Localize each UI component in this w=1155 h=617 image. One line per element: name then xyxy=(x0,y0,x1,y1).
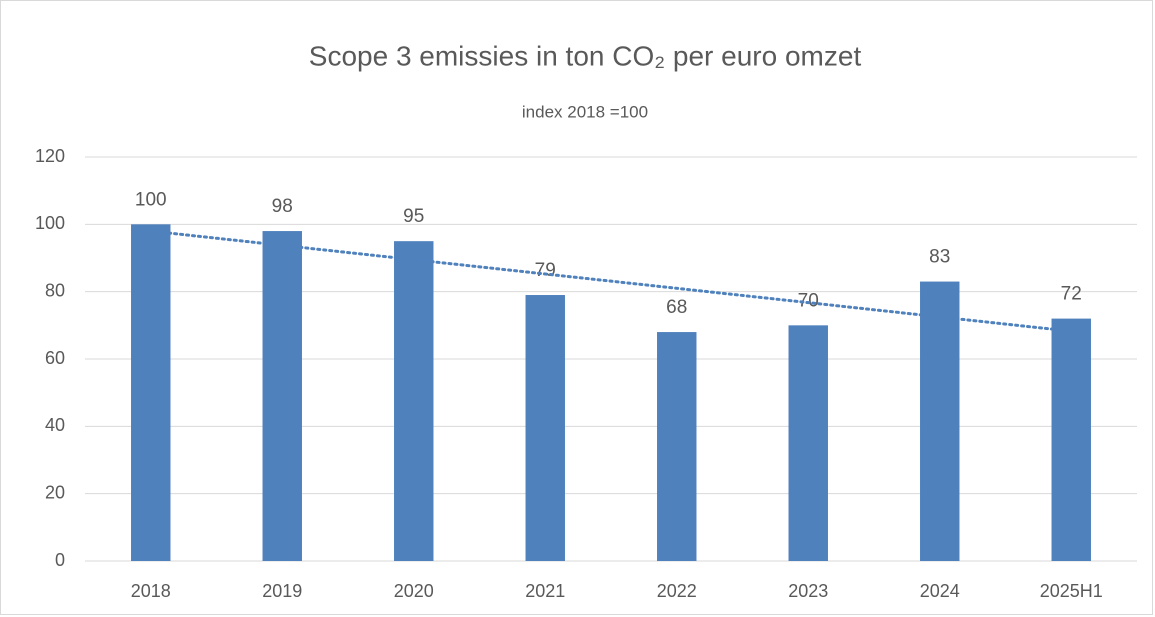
data-label: 95 xyxy=(403,206,424,227)
y-tick-label: 80 xyxy=(45,280,65,300)
bar xyxy=(1051,318,1091,561)
bar xyxy=(262,231,302,562)
x-tick-label: 2020 xyxy=(394,581,434,601)
x-tick-label: 2019 xyxy=(262,581,302,601)
data-label: 72 xyxy=(1061,284,1082,305)
x-tick-label: 2018 xyxy=(131,581,171,601)
data-label: 79 xyxy=(535,260,556,281)
bar xyxy=(131,224,171,562)
data-label: 98 xyxy=(272,196,293,217)
data-label: 100 xyxy=(135,189,167,210)
trendline xyxy=(149,229,1073,333)
bar xyxy=(657,332,697,561)
data-label: 83 xyxy=(929,247,950,268)
chart-subtitle: index 2018 =100 xyxy=(522,102,648,121)
bar xyxy=(394,241,434,561)
y-tick-label: 120 xyxy=(35,146,65,166)
bar xyxy=(788,325,828,561)
x-tick-label: 2023 xyxy=(788,581,828,601)
y-tick-label: 20 xyxy=(45,482,65,502)
data-label: 68 xyxy=(666,297,687,318)
x-tick-label: 2025H1 xyxy=(1040,581,1103,601)
y-tick-label: 100 xyxy=(35,213,65,233)
x-tick-label: 2024 xyxy=(920,581,960,601)
x-tick-label: 2022 xyxy=(657,581,697,601)
data-label: 70 xyxy=(798,290,819,311)
bar xyxy=(920,281,960,561)
y-tick-label: 0 xyxy=(55,550,65,570)
x-tick-label: 2021 xyxy=(525,581,565,601)
y-tick-label: 60 xyxy=(45,348,65,368)
chart-title: Scope 3 emissies in ton CO₂ per euro omz… xyxy=(309,40,862,71)
bar xyxy=(525,295,565,561)
y-tick-label: 40 xyxy=(45,415,65,435)
